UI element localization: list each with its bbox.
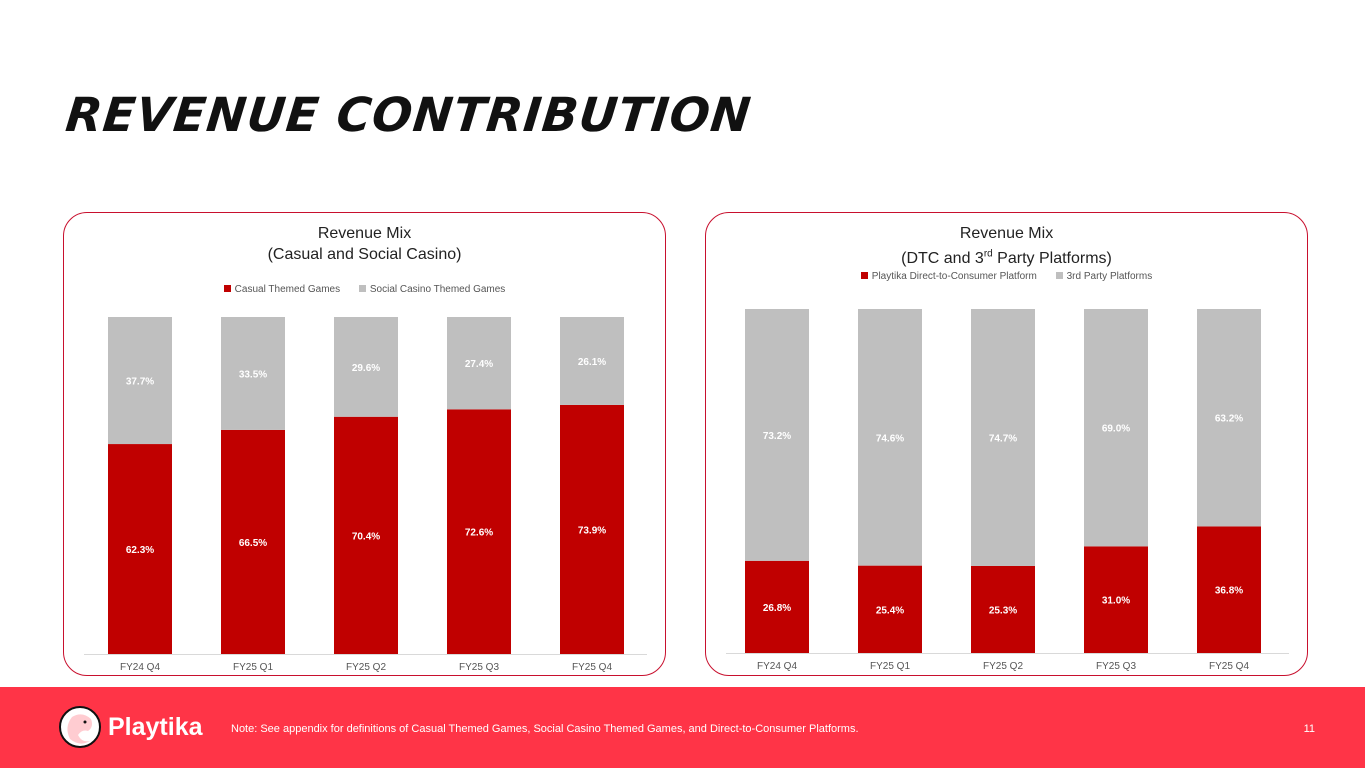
chart-panel-casual-social: Revenue Mix (Casual and Social Casino) C… — [63, 212, 666, 676]
data-label: 25.3% — [989, 605, 1017, 616]
bar-segment — [334, 416, 398, 654]
bar-segment — [1084, 309, 1148, 547]
data-label: 31.0% — [1102, 596, 1130, 607]
playtika-logo: Playtika — [58, 705, 203, 749]
data-label: 62.3% — [126, 545, 154, 556]
bar-segment — [560, 317, 624, 405]
x-tick-label: FY25 Q1 — [233, 662, 273, 673]
chart-panel-dtc-3rd-party: Revenue Mix (DTC and 3rd Party Platforms… — [705, 212, 1308, 676]
chart-plot: 26.8% 73.2% FY24 Q4 25.4% 74.6% FY25 Q1 25.3% 7… — [726, 309, 1289, 672]
x-tick-label: FY25 Q3 — [1096, 661, 1136, 672]
bar-segment — [745, 309, 809, 561]
footer: Playtika Note: See appendix for definiti… — [0, 687, 1365, 768]
bar-segment — [745, 560, 809, 653]
x-tick-label: FY25 Q2 — [346, 662, 386, 673]
data-label: 72.6% — [465, 528, 493, 539]
data-label: 25.4% — [876, 605, 904, 616]
page-number: 11 — [1303, 723, 1315, 735]
chart-title: Revenue Mix — [959, 225, 1054, 242]
legend: Playtika Direct-to-Consumer Platform 3rd… — [706, 271, 1307, 282]
legend-item: Social Casino Themed Games — [358, 284, 505, 295]
data-label: 29.6% — [352, 363, 380, 374]
bar-segment — [447, 317, 511, 410]
data-label: 70.4% — [352, 531, 380, 542]
bar-segment — [221, 429, 285, 654]
page-title: REVENUE CONTRIBUTION — [63, 88, 754, 143]
bar-segment — [858, 309, 922, 566]
x-tick-label: FY24 Q4 — [757, 661, 797, 672]
bar-segment — [108, 444, 172, 654]
x-tick-label: FY24 Q4 — [120, 662, 160, 673]
data-label: 73.2% — [763, 431, 791, 442]
chart-plot: 62.3% 37.7% FY24 Q4 66.5% 33.5% FY25 Q1 70.4% 2… — [84, 317, 647, 673]
legend-item: Playtika Direct-to-Consumer Platform — [860, 271, 1037, 282]
data-label: 66.5% — [239, 538, 267, 549]
footnote: Note: See appendix for definitions of Ca… — [231, 723, 859, 735]
x-tick-label: FY25 Q4 — [1209, 661, 1249, 672]
legend-item: 3rd Party Platforms — [1055, 271, 1152, 282]
data-label: 26.1% — [578, 357, 606, 368]
bar-segment — [971, 565, 1035, 653]
data-label: 74.7% — [989, 433, 1017, 444]
chart-title: Revenue Mix — [317, 225, 412, 242]
legend: Casual Themed Games Social Casino Themed… — [64, 284, 665, 295]
data-label: 33.5% — [239, 369, 267, 380]
leopard-icon — [59, 706, 101, 748]
data-label: 63.2% — [1215, 414, 1243, 425]
bar-segment — [1084, 546, 1148, 653]
bar-segment — [334, 317, 398, 417]
data-label: 27.4% — [465, 359, 493, 370]
bar-segment — [1197, 526, 1261, 653]
bar-segment — [221, 317, 285, 430]
x-tick-label: FY25 Q4 — [572, 662, 612, 673]
chart-subtitle: (Casual and Social Casino) — [267, 246, 462, 263]
bar-segment — [560, 404, 624, 654]
bar-segment — [447, 409, 511, 654]
data-label: 26.8% — [763, 603, 791, 614]
chart-subtitle: (DTC and 3rd Party Platforms) — [901, 249, 1112, 268]
x-tick-label: FY25 Q1 — [870, 661, 910, 672]
data-label: 37.7% — [126, 377, 154, 388]
bar-segment — [858, 565, 922, 653]
bar-segment — [108, 317, 172, 445]
legend-item: Casual Themed Games — [223, 284, 340, 295]
x-tick-label: FY25 Q3 — [459, 662, 499, 673]
x-tick-label: FY25 Q2 — [983, 661, 1023, 672]
data-label: 36.8% — [1215, 586, 1243, 597]
data-label: 74.6% — [876, 433, 904, 444]
data-label: 73.9% — [578, 525, 606, 536]
bar-segment — [1197, 309, 1261, 527]
data-label: 69.0% — [1102, 424, 1130, 435]
bar-segment — [971, 309, 1035, 566]
